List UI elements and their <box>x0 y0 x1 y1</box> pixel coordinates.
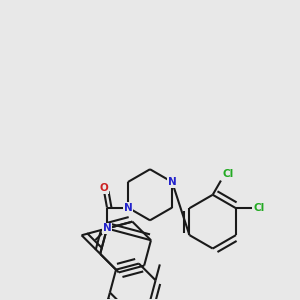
Text: N: N <box>168 177 176 187</box>
Text: Cl: Cl <box>222 169 234 179</box>
Text: N: N <box>103 224 111 233</box>
Text: Cl: Cl <box>254 203 265 213</box>
Text: N: N <box>124 202 132 213</box>
Text: O: O <box>100 183 108 193</box>
